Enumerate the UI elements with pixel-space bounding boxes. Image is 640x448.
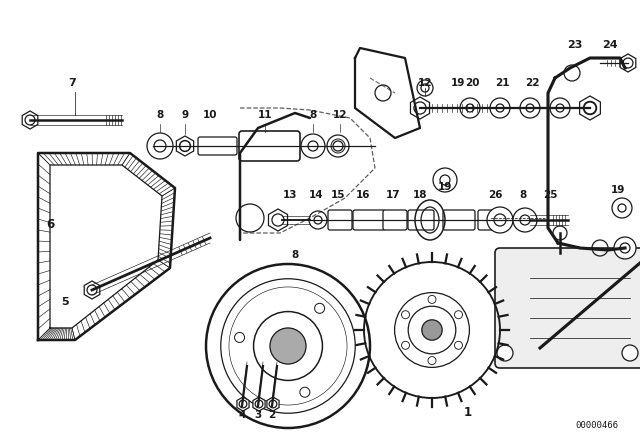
FancyBboxPatch shape — [198, 137, 237, 155]
Text: 5: 5 — [61, 297, 69, 307]
Text: 12: 12 — [418, 78, 432, 88]
Circle shape — [487, 207, 513, 233]
Polygon shape — [84, 281, 100, 299]
Text: 24: 24 — [602, 40, 618, 50]
Circle shape — [497, 345, 513, 361]
Polygon shape — [267, 397, 279, 411]
Text: 19: 19 — [438, 182, 452, 192]
Circle shape — [147, 133, 173, 159]
Text: 8: 8 — [291, 250, 299, 260]
Circle shape — [327, 135, 349, 157]
Text: 23: 23 — [567, 40, 582, 50]
Circle shape — [401, 311, 410, 319]
Text: 14: 14 — [308, 190, 323, 200]
Text: 9: 9 — [181, 110, 189, 120]
Text: 8: 8 — [309, 110, 317, 120]
Circle shape — [309, 211, 327, 229]
Circle shape — [422, 320, 442, 340]
Text: 1: 1 — [464, 406, 472, 419]
Polygon shape — [268, 209, 287, 231]
Circle shape — [460, 98, 480, 118]
Circle shape — [454, 311, 463, 319]
Text: 00000466: 00000466 — [575, 421, 618, 430]
Circle shape — [433, 168, 457, 192]
Text: 13: 13 — [283, 190, 297, 200]
Text: 16: 16 — [356, 190, 371, 200]
Circle shape — [270, 328, 306, 364]
FancyBboxPatch shape — [408, 210, 434, 230]
Circle shape — [520, 98, 540, 118]
Circle shape — [614, 237, 636, 259]
FancyBboxPatch shape — [353, 210, 385, 230]
Text: 3: 3 — [254, 410, 262, 420]
Text: 10: 10 — [203, 110, 217, 120]
Text: 26: 26 — [488, 190, 502, 200]
Text: 19: 19 — [611, 185, 625, 195]
Polygon shape — [580, 96, 600, 120]
FancyBboxPatch shape — [383, 210, 407, 230]
Text: 19: 19 — [451, 78, 465, 88]
Text: 6: 6 — [46, 218, 54, 231]
Circle shape — [401, 341, 410, 349]
Circle shape — [553, 226, 567, 240]
Circle shape — [454, 341, 463, 349]
FancyBboxPatch shape — [495, 248, 640, 368]
Text: 7: 7 — [68, 78, 76, 88]
Text: 8: 8 — [520, 190, 527, 200]
Text: 4: 4 — [238, 410, 246, 420]
Text: 11: 11 — [258, 110, 272, 120]
Polygon shape — [620, 54, 636, 72]
Polygon shape — [237, 397, 249, 411]
Text: 15: 15 — [331, 190, 345, 200]
Text: 20: 20 — [465, 78, 479, 88]
Text: 22: 22 — [525, 78, 540, 88]
Polygon shape — [38, 153, 175, 340]
Circle shape — [428, 357, 436, 365]
Circle shape — [490, 98, 510, 118]
Circle shape — [612, 198, 632, 218]
Text: 25: 25 — [543, 190, 557, 200]
Polygon shape — [22, 111, 38, 129]
Circle shape — [550, 98, 570, 118]
Text: 8: 8 — [156, 110, 164, 120]
Text: 17: 17 — [386, 190, 400, 200]
FancyBboxPatch shape — [478, 210, 500, 230]
Text: 12: 12 — [333, 110, 348, 120]
FancyBboxPatch shape — [443, 210, 475, 230]
FancyBboxPatch shape — [328, 210, 352, 230]
Polygon shape — [177, 136, 194, 156]
Text: 18: 18 — [413, 190, 428, 200]
Text: 2: 2 — [268, 410, 276, 420]
Polygon shape — [253, 397, 265, 411]
Text: 21: 21 — [495, 78, 509, 88]
Circle shape — [622, 345, 638, 361]
FancyBboxPatch shape — [239, 131, 300, 161]
Circle shape — [417, 80, 433, 96]
Polygon shape — [410, 97, 429, 119]
Circle shape — [428, 295, 436, 303]
Circle shape — [301, 134, 325, 158]
Circle shape — [513, 208, 537, 232]
